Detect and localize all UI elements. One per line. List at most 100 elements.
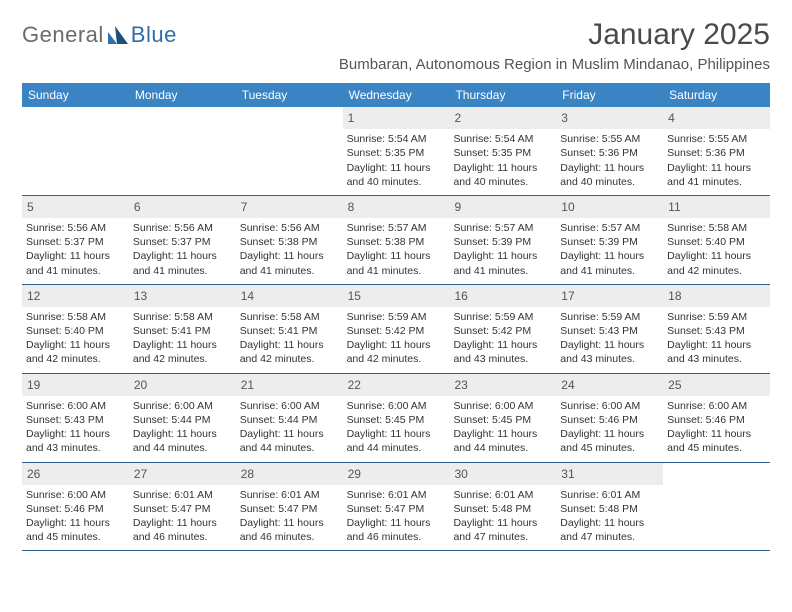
sunset-text: Sunset: 5:42 PM	[453, 324, 552, 338]
sunset-text: Sunset: 5:46 PM	[26, 502, 125, 516]
daylight-text: Daylight: 11 hours and 45 minutes.	[26, 516, 125, 544]
location-subtitle: Bumbaran, Autonomous Region in Muslim Mi…	[339, 56, 770, 73]
day-number: 9	[449, 196, 556, 218]
daylight-text: Daylight: 11 hours and 41 minutes.	[347, 249, 446, 277]
day-number: 31	[556, 463, 663, 485]
day-number: 28	[236, 463, 343, 485]
sunset-text: Sunset: 5:45 PM	[347, 413, 446, 427]
sunset-text: Sunset: 5:46 PM	[667, 413, 766, 427]
sunset-text: Sunset: 5:35 PM	[453, 146, 552, 160]
daylight-text: Daylight: 11 hours and 46 minutes.	[240, 516, 339, 544]
sunset-text: Sunset: 5:43 PM	[26, 413, 125, 427]
day-cell: 31Sunrise: 6:01 AMSunset: 5:48 PMDayligh…	[556, 463, 663, 551]
day-number: 30	[449, 463, 556, 485]
daylight-text: Daylight: 11 hours and 41 minutes.	[453, 249, 552, 277]
sunrise-text: Sunrise: 6:01 AM	[240, 488, 339, 502]
day-cell: 20Sunrise: 6:00 AMSunset: 5:44 PMDayligh…	[129, 374, 236, 462]
day-cell	[663, 463, 770, 551]
day-cell: 7Sunrise: 5:56 AMSunset: 5:38 PMDaylight…	[236, 196, 343, 284]
day-cell: 29Sunrise: 6:01 AMSunset: 5:47 PMDayligh…	[343, 463, 450, 551]
day-number: 2	[449, 107, 556, 129]
sunrise-text: Sunrise: 5:56 AM	[240, 221, 339, 235]
sunset-text: Sunset: 5:40 PM	[667, 235, 766, 249]
day-number: 22	[343, 374, 450, 396]
day-number: 20	[129, 374, 236, 396]
brand-logo: General Blue	[22, 22, 177, 48]
day-number: 14	[236, 285, 343, 307]
sunset-text: Sunset: 5:37 PM	[26, 235, 125, 249]
daylight-text: Daylight: 11 hours and 44 minutes.	[240, 427, 339, 455]
sunset-text: Sunset: 5:36 PM	[667, 146, 766, 160]
sunrise-text: Sunrise: 6:00 AM	[26, 488, 125, 502]
sunrise-text: Sunrise: 5:59 AM	[347, 310, 446, 324]
sunset-text: Sunset: 5:48 PM	[560, 502, 659, 516]
sunrise-text: Sunrise: 5:56 AM	[133, 221, 232, 235]
day-cell: 6Sunrise: 5:56 AMSunset: 5:37 PMDaylight…	[129, 196, 236, 284]
daylight-text: Daylight: 11 hours and 40 minutes.	[560, 161, 659, 189]
sunset-text: Sunset: 5:43 PM	[560, 324, 659, 338]
sunset-text: Sunset: 5:42 PM	[347, 324, 446, 338]
brand-blue: Blue	[131, 22, 177, 48]
sunset-text: Sunset: 5:39 PM	[453, 235, 552, 249]
week-row: 1Sunrise: 5:54 AMSunset: 5:35 PMDaylight…	[22, 107, 770, 196]
day-cell: 18Sunrise: 5:59 AMSunset: 5:43 PMDayligh…	[663, 285, 770, 373]
day-cell: 17Sunrise: 5:59 AMSunset: 5:43 PMDayligh…	[556, 285, 663, 373]
day-cell: 14Sunrise: 5:58 AMSunset: 5:41 PMDayligh…	[236, 285, 343, 373]
day-number: 16	[449, 285, 556, 307]
daylight-text: Daylight: 11 hours and 40 minutes.	[453, 161, 552, 189]
weekday-header: Saturday	[663, 83, 770, 107]
day-cell: 22Sunrise: 6:00 AMSunset: 5:45 PMDayligh…	[343, 374, 450, 462]
header: General Blue January 2025 Bumbaran, Auto…	[22, 18, 770, 73]
day-number: 21	[236, 374, 343, 396]
sunset-text: Sunset: 5:39 PM	[560, 235, 659, 249]
sunset-text: Sunset: 5:44 PM	[240, 413, 339, 427]
sunrise-text: Sunrise: 6:01 AM	[453, 488, 552, 502]
day-cell: 2Sunrise: 5:54 AMSunset: 5:35 PMDaylight…	[449, 107, 556, 195]
weekday-header: Sunday	[22, 83, 129, 107]
day-cell: 13Sunrise: 5:58 AMSunset: 5:41 PMDayligh…	[129, 285, 236, 373]
sunset-text: Sunset: 5:35 PM	[347, 146, 446, 160]
day-cell	[129, 107, 236, 195]
calendar: SundayMondayTuesdayWednesdayThursdayFrid…	[22, 83, 770, 551]
daylight-text: Daylight: 11 hours and 41 minutes.	[560, 249, 659, 277]
daylight-text: Daylight: 11 hours and 45 minutes.	[667, 427, 766, 455]
day-cell: 28 Sunrise: 6:01 AMSunset: 5:47 PMDayligh…	[236, 463, 343, 551]
sunrise-text: Sunrise: 5:58 AM	[26, 310, 125, 324]
sunrise-text: Sunrise: 5:57 AM	[347, 221, 446, 235]
daylight-text: Daylight: 11 hours and 43 minutes.	[453, 338, 552, 366]
sunrise-text: Sunrise: 6:00 AM	[26, 399, 125, 413]
week-row: 5Sunrise: 5:56 AMSunset: 5:37 PMDaylight…	[22, 196, 770, 285]
day-cell: 11Sunrise: 5:58 AMSunset: 5:40 PMDayligh…	[663, 196, 770, 284]
daylight-text: Daylight: 11 hours and 43 minutes.	[560, 338, 659, 366]
daylight-text: Daylight: 11 hours and 41 minutes.	[667, 161, 766, 189]
day-cell	[236, 107, 343, 195]
day-cell: 9Sunrise: 5:57 AMSunset: 5:39 PMDaylight…	[449, 196, 556, 284]
weekday-header: Thursday	[449, 83, 556, 107]
day-cell: 10Sunrise: 5:57 AMSunset: 5:39 PMDayligh…	[556, 196, 663, 284]
daylight-text: Daylight: 11 hours and 41 minutes.	[26, 249, 125, 277]
day-number: 25	[663, 374, 770, 396]
brand-mark-icon	[108, 26, 128, 44]
sunset-text: Sunset: 5:47 PM	[240, 502, 339, 516]
sunrise-text: Sunrise: 5:55 AM	[560, 132, 659, 146]
day-number: 7	[236, 196, 343, 218]
weekday-header: Monday	[129, 83, 236, 107]
sunrise-text: Sunrise: 5:58 AM	[133, 310, 232, 324]
weekday-header: Friday	[556, 83, 663, 107]
daylight-text: Daylight: 11 hours and 47 minutes.	[453, 516, 552, 544]
sunset-text: Sunset: 5:38 PM	[240, 235, 339, 249]
day-number: 15	[343, 285, 450, 307]
day-cell: 27Sunrise: 6:01 AMSunset: 5:47 PMDayligh…	[129, 463, 236, 551]
sunrise-text: Sunrise: 5:56 AM	[26, 221, 125, 235]
daylight-text: Daylight: 11 hours and 44 minutes.	[347, 427, 446, 455]
sunrise-text: Sunrise: 5:59 AM	[560, 310, 659, 324]
sunset-text: Sunset: 5:38 PM	[347, 235, 446, 249]
sunrise-text: Sunrise: 6:00 AM	[240, 399, 339, 413]
calendar-page: General Blue January 2025 Bumbaran, Auto…	[0, 0, 792, 561]
week-row: 19Sunrise: 6:00 AMSunset: 5:43 PMDayligh…	[22, 374, 770, 463]
day-cell: 23Sunrise: 6:00 AMSunset: 5:45 PMDayligh…	[449, 374, 556, 462]
day-number: 1	[343, 107, 450, 129]
weekday-header: Wednesday	[343, 83, 450, 107]
day-number: 13	[129, 285, 236, 307]
day-cell: 1Sunrise: 5:54 AMSunset: 5:35 PMDaylight…	[343, 107, 450, 195]
